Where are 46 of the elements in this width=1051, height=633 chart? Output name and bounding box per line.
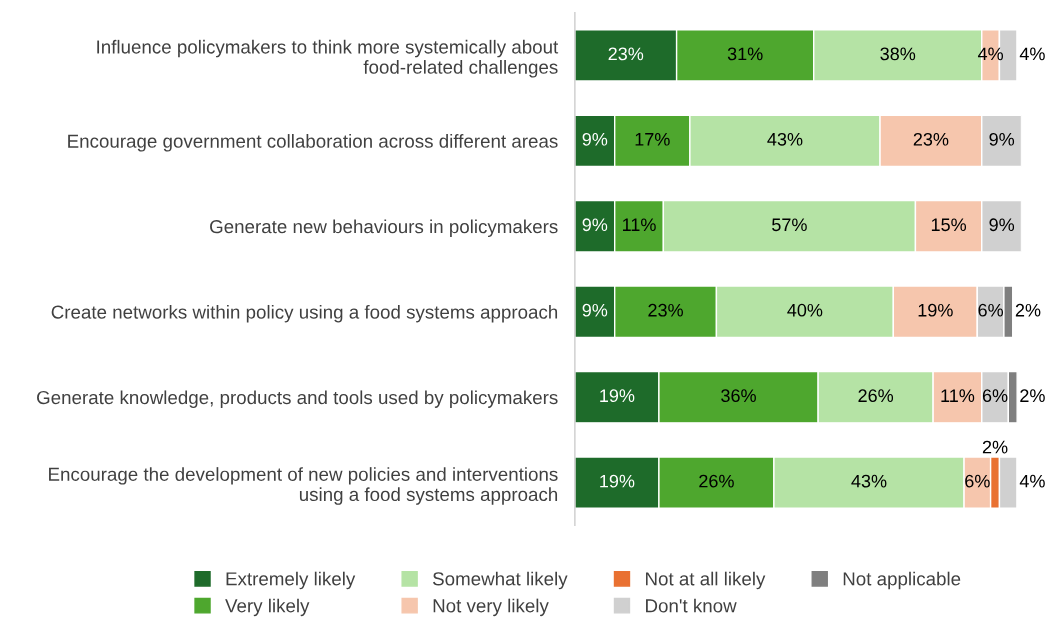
data-label: 31% xyxy=(727,47,763,61)
data-label: 4% xyxy=(1019,47,1045,61)
data-label: 43% xyxy=(767,132,803,146)
legend-label: Extremely likely xyxy=(226,571,356,590)
data-label: 11% xyxy=(941,389,975,402)
legend-label: Very likely xyxy=(225,598,310,617)
data-label: 9% xyxy=(989,218,1015,232)
y-tick-label: Encourage the development of new policies and interventions using a food systems approach xyxy=(49,467,558,505)
data-label: 9% xyxy=(989,132,1015,146)
data-label: 57% xyxy=(772,218,807,232)
data-label: 6% xyxy=(978,303,1004,317)
data-label: 17% xyxy=(635,132,670,146)
legend-label: Not very likely xyxy=(433,598,549,617)
y-tick-label: Generate knowledge, products and tools used by policymakers xyxy=(37,390,558,408)
data-label: 23% xyxy=(608,47,644,61)
data-label: 4% xyxy=(1019,474,1045,488)
legend-label: Somewhat likely xyxy=(433,571,568,590)
data-label: 11% xyxy=(623,218,656,232)
data-label: 9% xyxy=(582,218,608,232)
data-label: 40% xyxy=(787,303,823,317)
data-label: 36% xyxy=(721,389,756,403)
data-label: 6% xyxy=(982,389,1008,403)
data-label: 4% xyxy=(977,47,1004,61)
data-label: 23% xyxy=(648,303,683,317)
y-tick-label: Influence policymakers to think more systemically about food-related challenges xyxy=(97,39,559,78)
data-label: 26% xyxy=(699,474,734,488)
data-label: 19% xyxy=(918,303,953,317)
data-label: 23% xyxy=(913,132,949,146)
data-label: 15% xyxy=(931,218,967,232)
data-label: 2% xyxy=(982,440,1008,454)
data-label: 26% xyxy=(858,389,894,403)
y-tick-label: Generate new behaviours in policymakers xyxy=(210,219,558,237)
legend-label: Don't know xyxy=(646,598,737,613)
legend-label: Not applicable xyxy=(843,571,961,590)
y-tick-label: Encourage government collaboration across different areas xyxy=(68,134,558,152)
data-label: 6% xyxy=(965,474,990,488)
y-tick-label: Create networks within policy using a food systems approach xyxy=(51,304,558,323)
data-label: 43% xyxy=(851,474,887,488)
data-label: 2% xyxy=(1020,389,1045,402)
data-label: 9% xyxy=(582,132,608,146)
data-label: 9% xyxy=(582,303,608,317)
data-label: 19% xyxy=(600,389,635,403)
legend-label: Not at all likely xyxy=(646,571,766,590)
data-label: 19% xyxy=(600,474,635,488)
data-label: 38% xyxy=(880,47,916,61)
data-label: 2% xyxy=(1015,303,1041,317)
